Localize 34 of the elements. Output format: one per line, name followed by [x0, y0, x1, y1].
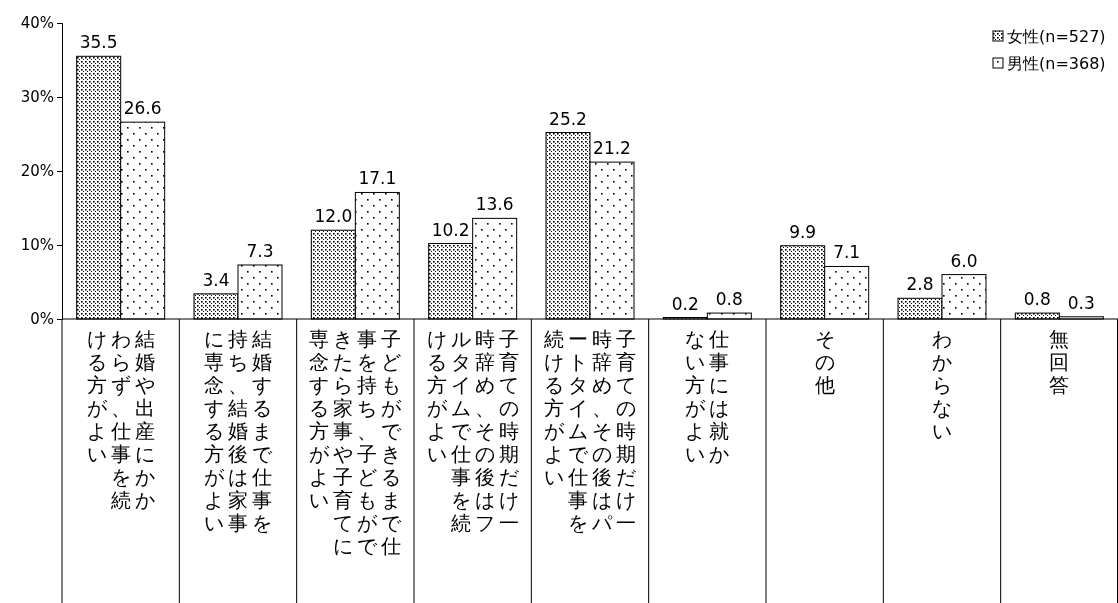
legend-label: 女性(n=527) — [1007, 27, 1106, 46]
data-label: 12.0 — [314, 206, 353, 227]
data-label: 13.6 — [475, 194, 514, 215]
data-label: 0.8 — [715, 289, 743, 310]
y-tick-label: 10% — [20, 236, 54, 255]
data-label: 0.3 — [1067, 292, 1095, 313]
data-label: 0.2 — [671, 293, 699, 314]
category-label: 結婚するまで仕事を持ち、結婚後は家事に専念する方がよい — [203, 327, 272, 535]
x-tick-label: わからない — [931, 327, 953, 443]
data-label: 7.3 — [246, 240, 274, 261]
data-label: 35.5 — [79, 32, 118, 53]
category-label: 仕事には就かない方がよい — [685, 327, 730, 466]
data-label: 17.1 — [358, 168, 397, 189]
category-label: 子育ての時期だけ一時辞め、その後はパートタイムで仕事を続ける方がよい — [543, 327, 636, 535]
data-label: 10.2 — [431, 219, 470, 240]
data-label: 26.6 — [123, 98, 162, 119]
x-tick-label: 無回答 — [1048, 327, 1070, 397]
data-label: 6.0 — [950, 250, 978, 271]
data-label: 0.8 — [1023, 289, 1051, 310]
x-tick-label: その他 — [814, 327, 836, 397]
data-label: 2.8 — [906, 274, 934, 295]
data-label: 21.2 — [593, 138, 631, 159]
data-label: 25.2 — [549, 108, 587, 129]
y-tick-label: 30% — [20, 88, 54, 107]
category-label: 子育ての時期だけ一時辞め、その後はフルタイムで仕事を続ける方がよい — [426, 327, 519, 535]
data-label: 3.4 — [202, 269, 230, 290]
y-tick-label: 20% — [20, 162, 54, 181]
data-label: 9.9 — [789, 221, 817, 242]
category-label: 子どもができるまで仕事を持ち、子どもができたら家事や子育てに専念する方がよい — [309, 327, 402, 558]
data-label: 7.1 — [833, 242, 861, 263]
category-label: 結婚や出産にかかわらず、仕事を続ける方がよい — [86, 327, 155, 512]
legend-label: 男性(n=368) — [1007, 54, 1106, 73]
y-tick-label: 0% — [30, 310, 54, 329]
y-tick-label: 40% — [20, 14, 54, 33]
